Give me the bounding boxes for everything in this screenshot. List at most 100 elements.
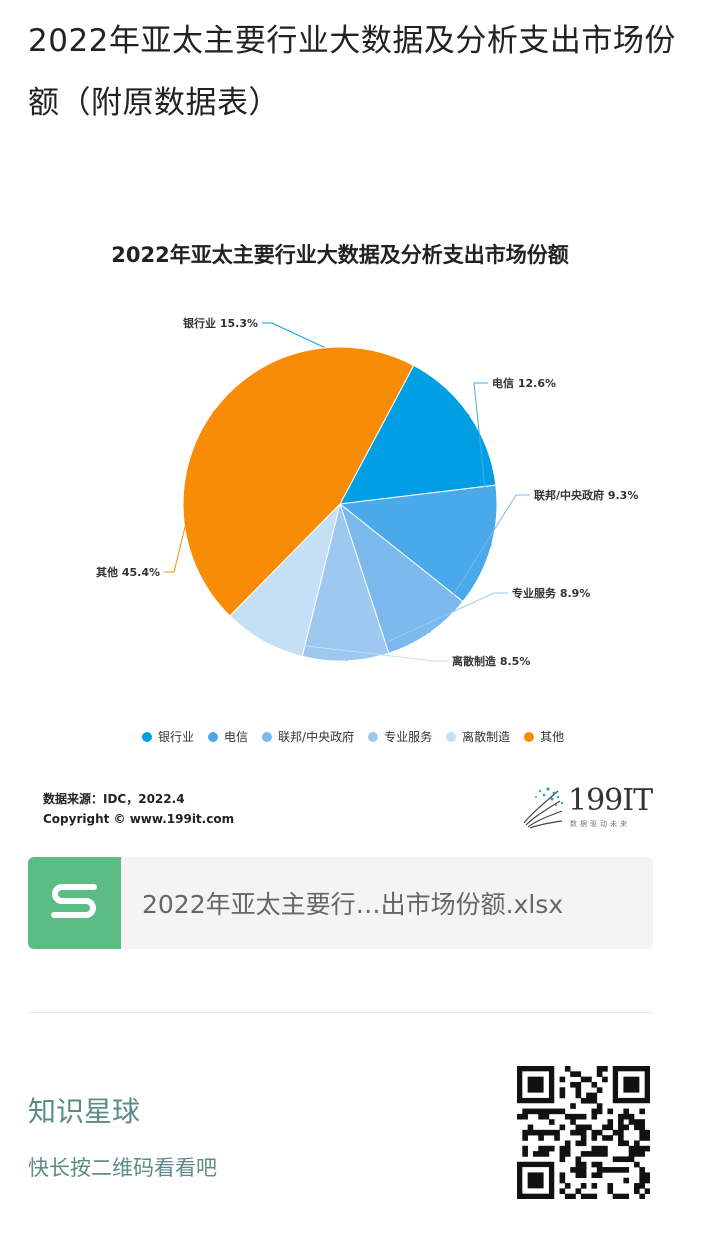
legend-item: 专业服务 — [368, 728, 432, 745]
data-label: 银行业 15.3% — [183, 316, 258, 330]
qr-module — [596, 1161, 603, 1168]
brand-name: 199IT — [568, 783, 653, 818]
qr-module — [591, 1081, 598, 1088]
qr-module — [639, 1167, 645, 1173]
qr-module — [580, 1151, 587, 1157]
qr-module — [596, 1167, 603, 1173]
qr-module — [623, 1113, 630, 1120]
qr-module — [602, 1076, 608, 1083]
qr-module — [548, 1129, 555, 1136]
qr-module — [527, 1108, 534, 1115]
attachment-card[interactable]: 2022年亚太主要行…出市场份额.xlsx — [28, 857, 653, 949]
qr-module — [602, 1151, 608, 1157]
qr-module — [564, 1151, 571, 1157]
qr-module — [639, 1172, 645, 1179]
qr-module — [538, 1129, 544, 1136]
qr-module — [591, 1145, 598, 1152]
qr-module — [644, 1177, 650, 1184]
qr-module — [575, 1092, 582, 1099]
qr-module — [628, 1156, 635, 1163]
qr-module — [580, 1113, 587, 1120]
qr-module — [634, 1161, 640, 1168]
qr-module — [602, 1135, 608, 1141]
qr-module — [559, 1145, 566, 1152]
qr-module — [559, 1156, 566, 1163]
qr-module — [591, 1151, 598, 1157]
qr-module — [639, 1145, 645, 1152]
qr-module — [564, 1183, 571, 1189]
qr-code[interactable] — [517, 1066, 650, 1199]
qr-module — [538, 1151, 544, 1157]
qr-module — [618, 1124, 624, 1131]
qr-module — [554, 1108, 560, 1115]
qr-module — [639, 1193, 645, 1199]
legend-label: 专业服务 — [384, 730, 433, 744]
qr-module — [634, 1145, 640, 1152]
legend-label: 其他 — [540, 730, 565, 744]
qr-module — [596, 1145, 603, 1152]
qr-module — [586, 1124, 592, 1131]
qr-module — [580, 1183, 587, 1189]
qr-module — [527, 1076, 544, 1093]
qr-module — [559, 1108, 566, 1115]
qr-module — [634, 1188, 640, 1194]
qr-module — [559, 1124, 566, 1131]
qr-module — [591, 1135, 598, 1141]
qr-module — [623, 1108, 630, 1115]
qr-module — [607, 1167, 614, 1173]
qr-module — [575, 1124, 582, 1131]
qr-module — [575, 1188, 582, 1194]
qr-module — [538, 1113, 544, 1120]
legend-item: 离散制造 — [446, 728, 510, 745]
qr-module — [575, 1081, 582, 1088]
qr-module — [559, 1092, 566, 1099]
qr-module — [623, 1156, 630, 1163]
legend-label: 离散制造 — [462, 730, 511, 744]
qr-module — [532, 1151, 539, 1157]
qr-module — [596, 1108, 603, 1115]
legend-item: 电信 — [208, 728, 248, 745]
legend-item: 其他 — [524, 728, 564, 745]
brand-tagline: 数据驱动未来 — [570, 820, 630, 828]
qr-module — [586, 1193, 592, 1199]
pie-chart: 2022年亚太主要行业大数据及分析支出市场份额 银行业 15.3% 电信 12.6… — [0, 225, 703, 835]
qr-module — [596, 1129, 603, 1136]
brand-logo: 199IT 数据驱动未来 — [518, 783, 653, 833]
qr-module — [644, 1172, 650, 1179]
qr-module — [543, 1129, 550, 1136]
qr-module — [623, 1193, 630, 1199]
qr-module — [639, 1129, 645, 1136]
qr-module — [634, 1140, 640, 1147]
qr-module — [580, 1193, 587, 1199]
data-label: 电信 12.6% — [492, 376, 556, 390]
qr-module — [628, 1145, 635, 1152]
qr-module — [607, 1108, 614, 1115]
qr-module — [548, 1119, 555, 1125]
chart-legend: 银行业 电信 联邦/中央政府 专业服务 离散制造 其他 — [142, 728, 564, 745]
qr-module — [522, 1145, 528, 1152]
leader-line — [473, 382, 492, 547]
data-label: 联邦/中央政府 9.3% — [534, 488, 638, 502]
qr-module — [543, 1108, 550, 1115]
qr-module — [559, 1177, 566, 1184]
qr-module — [607, 1124, 614, 1131]
qr-module — [570, 1119, 576, 1125]
qr-module — [580, 1124, 587, 1131]
qr-module — [580, 1172, 587, 1179]
qr-module — [591, 1108, 598, 1115]
data-label: 离散制造 8.5% — [452, 654, 530, 668]
attachment-file-name[interactable]: 2022年亚太主要行…出市场份额.xlsx — [142, 890, 564, 919]
promo-subtitle: 快长按二维码看看吧 — [28, 1156, 217, 1180]
qr-module — [628, 1151, 635, 1157]
qr-module — [639, 1177, 645, 1184]
qr-module — [554, 1129, 560, 1136]
qr-module — [644, 1188, 650, 1194]
qr-module — [644, 1129, 650, 1136]
qr-module — [623, 1140, 630, 1147]
qr-module — [527, 1124, 534, 1131]
qr-module — [559, 1076, 566, 1083]
qr-module — [618, 1119, 624, 1125]
legend-swatch — [368, 731, 379, 742]
qr-module — [517, 1113, 523, 1120]
qr-module — [596, 1151, 603, 1157]
